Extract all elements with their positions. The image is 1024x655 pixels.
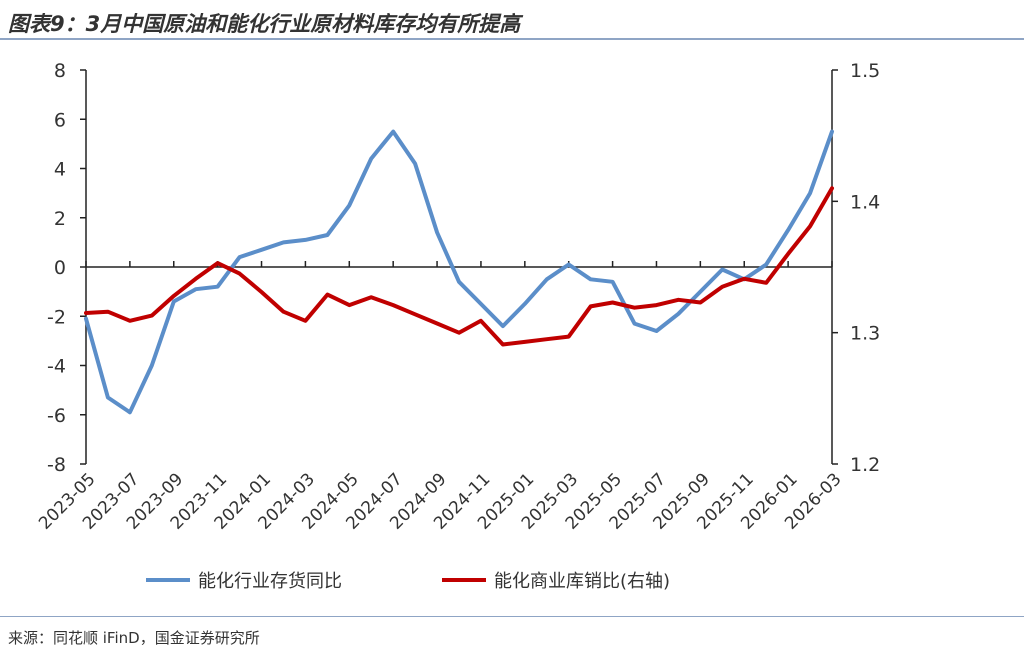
series-line-stock-sales-ratio	[84, 186, 834, 347]
series-layer	[84, 129, 834, 415]
right-tick-label: 1.2	[850, 454, 880, 476]
right-tick-label: 1.4	[850, 191, 880, 213]
left-tick-label: -2	[47, 306, 66, 328]
axes-layer: 86420-2-4-6-81.51.41.31.22023-052023-072…	[35, 60, 880, 534]
source-note: 来源：同花顺 iFinD，国金证券研究所	[8, 629, 260, 647]
legend-label: 能化行业存货同比	[198, 571, 342, 592]
legend: 能化行业存货同比 能化商业库销比(右轴)	[146, 571, 670, 592]
left-tick-label: 2	[54, 208, 66, 230]
left-tick-label: -4	[47, 356, 66, 378]
bottom-divider	[0, 616, 1024, 617]
right-tick-label: 1.3	[850, 323, 880, 345]
legend-label: 能化商业库销比(右轴)	[494, 571, 670, 592]
series-line-inventory-yoy	[84, 129, 834, 415]
right-tick-label: 1.5	[850, 60, 880, 82]
left-tick-label: 0	[54, 257, 66, 279]
left-tick-label: 6	[54, 109, 66, 131]
dual-axis-line-chart: 86420-2-4-6-81.51.41.31.22023-052023-072…	[35, 60, 880, 592]
top-divider	[0, 38, 1024, 40]
left-tick-label: 4	[54, 159, 66, 181]
left-tick-label: -6	[47, 405, 66, 427]
left-tick-label: 8	[54, 60, 66, 82]
chart-title: 图表9：3月中国原油和能化行业原材料库存均有所提高	[8, 12, 521, 36]
left-tick-label: -8	[47, 454, 66, 476]
